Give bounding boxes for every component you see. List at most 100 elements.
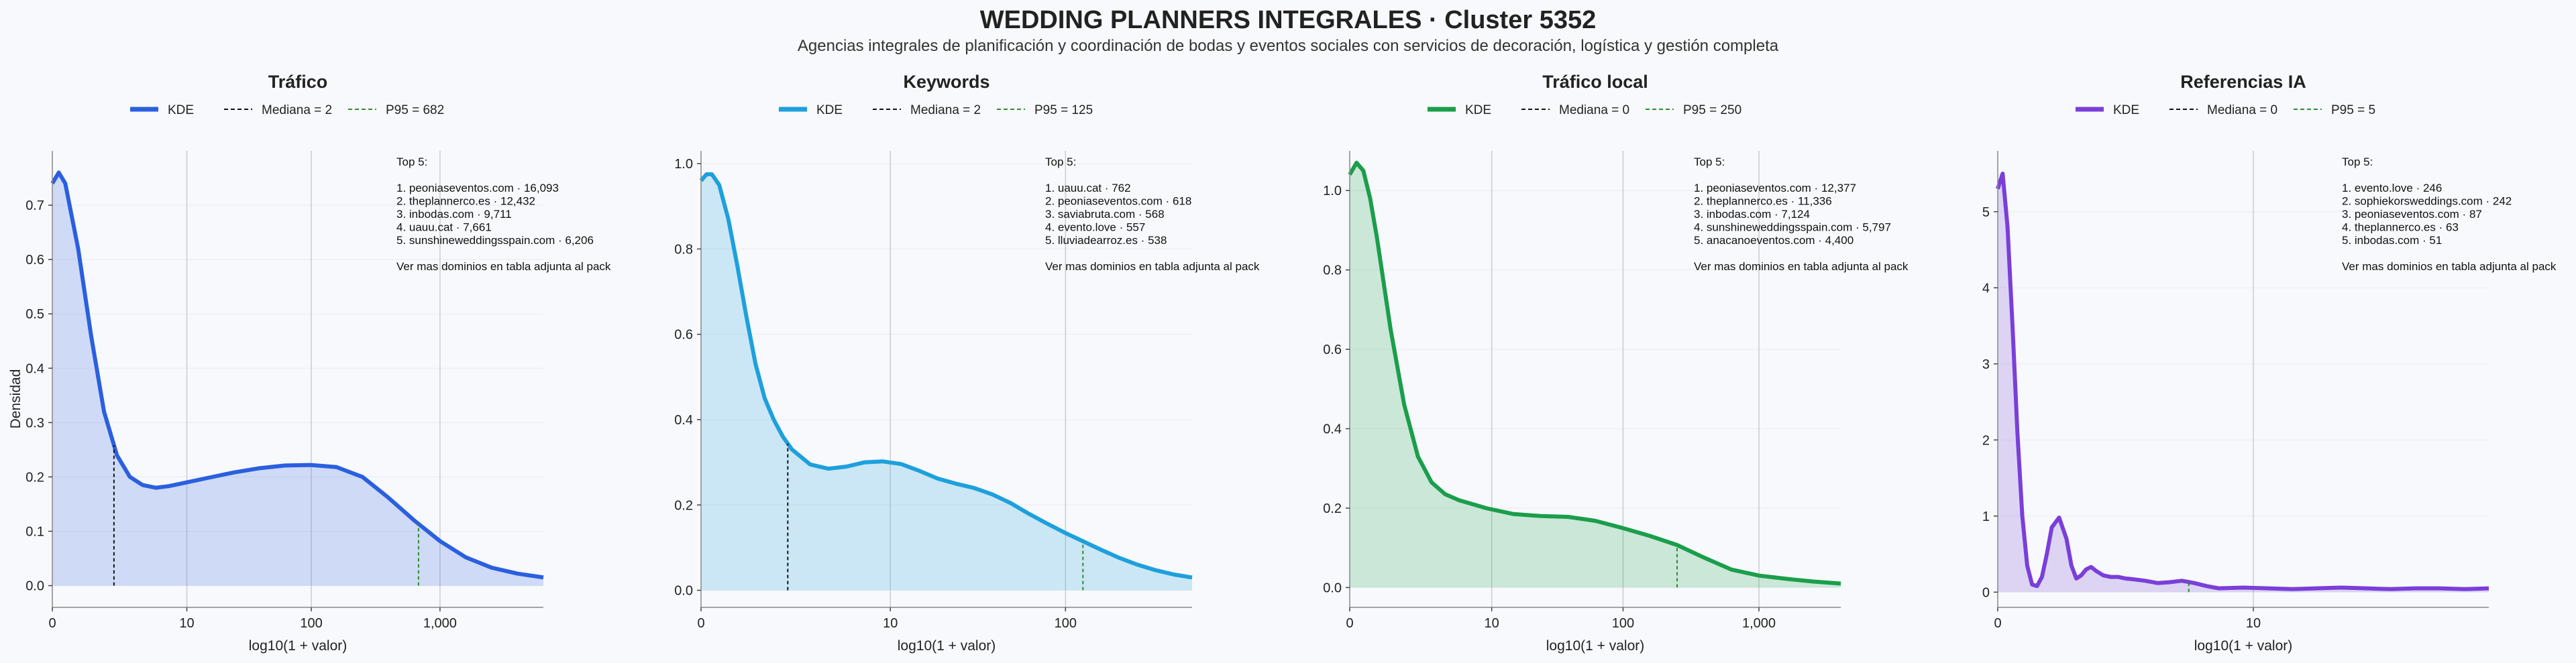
x-tick-label: 10 — [2246, 616, 2261, 631]
top5-line: Ver mas dominios en tabla adjunta al pac… — [396, 260, 611, 273]
x-tick-label: 0 — [1346, 616, 1353, 631]
legend-median-label: Mediana = 0 — [2207, 103, 2277, 117]
x-tick-label: 100 — [1055, 616, 1077, 631]
y-tick-label: 0.2 — [1323, 501, 1342, 516]
top5-line: Ver mas dominios en tabla adjunta al pac… — [1694, 260, 1909, 273]
y-tick-label: 0.2 — [25, 470, 44, 485]
x-axis-label: log10(1 + valor) — [2194, 638, 2293, 654]
legend-median-label: Mediana = 2 — [910, 103, 981, 117]
y-tick-label: 0.5 — [25, 307, 44, 322]
top5-line: 2. peoniaseventos.com · 618 — [1045, 195, 1191, 208]
legend-median-label: Mediana = 0 — [1559, 103, 1629, 117]
figure-title: WEDDING PLANNERS INTEGRALES · Cluster 53… — [980, 6, 1596, 34]
panel-trafico: Tráfico KDE Mediana = 2 P95 = 682 0.0 0.1 0.2 0… — [25, 72, 611, 654]
legend-p95-label: P95 = 5 — [2331, 103, 2375, 117]
top5-line: Top 5: — [396, 156, 427, 168]
top5-line: Ver mas dominios en tabla adjunta al pac… — [1045, 260, 1260, 273]
legend-p95-label: P95 = 682 — [386, 103, 444, 117]
legend-p95-label: P95 = 125 — [1034, 103, 1093, 117]
kde-line — [1996, 172, 2489, 591]
top5-line: 4. uauu.cat · 7,661 — [396, 221, 492, 234]
x-tick-label: 10 — [1485, 616, 1499, 631]
panel-title: Tráfico — [268, 72, 328, 92]
y-tick-label: 0.4 — [674, 413, 693, 428]
top5-line: Top 5: — [2342, 156, 2373, 168]
y-tick-label: 1 — [1982, 509, 1990, 524]
top5-line: 1. peoniaseventos.com · 16,093 — [396, 182, 559, 194]
top5-line: Ver mas dominios en tabla adjunta al pac… — [2342, 260, 2557, 273]
panels: Tráfico KDE Mediana = 2 P95 = 682 0.0 0.1 0.2 0… — [25, 72, 2557, 654]
x-tick-label: 1,000 — [1742, 616, 1776, 631]
y-tick-label: 0.4 — [25, 361, 44, 376]
x-axis-label: log10(1 + valor) — [1546, 638, 1645, 654]
x-axis-label: log10(1 + valor) — [249, 638, 347, 654]
panel-local: Tráfico local KDE Mediana = 0 P95 = 250 0.0 0… — [1323, 72, 1909, 654]
y-tick-label: 1.0 — [1323, 184, 1342, 198]
y-tick-label: 4 — [1982, 281, 1990, 296]
x-tick-label: 0 — [48, 616, 56, 631]
kde-area — [1350, 162, 1841, 588]
legend-median-label: Mediana = 2 — [262, 103, 332, 117]
x-tick-label: 10 — [883, 616, 898, 631]
top5-line: 1. peoniaseventos.com · 12,377 — [1694, 182, 1856, 194]
top5-line: Top 5: — [1694, 156, 1725, 168]
panel-title: Referencias IA — [2180, 72, 2306, 92]
y-tick-label: 0.0 — [25, 579, 44, 594]
panel-keywords: Keywords KDE Mediana = 2 P95 = 125 0.0 0.2 0.4… — [674, 72, 1260, 654]
top5-line: 2. sophiekorsweddings.com · 242 — [2342, 195, 2512, 208]
panel-referencias-ia: Referencias IA KDE Mediana = 0 P95 = 5 0 1 2 3 4… — [1982, 72, 2557, 654]
top5-line: 1. uauu.cat · 762 — [1045, 182, 1131, 194]
top5-line: 4. theplannerco.es · 63 — [2342, 221, 2459, 234]
x-tick-label: 0 — [697, 616, 704, 631]
top5-line: 3. peoniaseventos.com · 87 — [2342, 208, 2482, 221]
y-tick-label: 1.0 — [674, 157, 693, 172]
y-tick-label: 0.0 — [1323, 581, 1342, 595]
y-tick-label: 2 — [1982, 433, 1990, 448]
top5-line: 5. inbodas.com · 51 — [2342, 234, 2442, 247]
top5-line: 4. sunshineweddingsspain.com · 5,797 — [1694, 221, 1891, 234]
y-tick-label: 0.4 — [1323, 422, 1342, 437]
y-tick-label: 3 — [1982, 357, 1990, 372]
x-axis-label: log10(1 + valor) — [898, 638, 996, 654]
y-axis-label: Densidad — [8, 369, 23, 429]
kde-line — [1348, 160, 1841, 586]
y-tick-label: 0.2 — [674, 498, 693, 513]
y-tick-label: 0.6 — [674, 328, 693, 343]
legend-p95-label: P95 = 250 — [1683, 103, 1741, 117]
y-tick-label: 0.3 — [25, 416, 44, 430]
kde-line — [50, 170, 544, 580]
y-tick-label: 0.6 — [1323, 343, 1342, 357]
top5-line: 3. saviabruta.com · 568 — [1045, 208, 1165, 221]
y-tick-label: 0.0 — [674, 584, 693, 599]
x-tick-label: 0 — [1994, 616, 2001, 631]
top5-line: 4. evento.love · 557 — [1045, 221, 1145, 234]
top5-line: 5. lluviadearroz.es · 538 — [1045, 234, 1167, 247]
panel-title: Keywords — [903, 72, 989, 92]
x-tick-label: 10 — [179, 616, 194, 631]
kde-line — [699, 172, 1193, 580]
legend-kde-label: KDE — [1465, 103, 1491, 117]
top5-line: 3. inbodas.com · 9,711 — [396, 208, 512, 221]
legend-kde-label: KDE — [2113, 103, 2139, 117]
kde-area — [52, 172, 543, 586]
top5-line: 2. theplannerco.es · 11,336 — [1694, 195, 1832, 208]
top5-line: Top 5: — [1045, 156, 1076, 168]
y-tick-label: 0.8 — [1323, 263, 1342, 278]
top5-line: 5. sunshineweddingsspain.com · 6,206 — [396, 234, 594, 247]
y-tick-label: 0.8 — [674, 242, 693, 257]
x-tick-label: 100 — [300, 616, 322, 631]
figure-subtitle: Agencias integrales de planificación y c… — [798, 37, 1779, 55]
kde-area — [701, 174, 1192, 591]
y-tick-label: 5 — [1982, 205, 1990, 220]
top5-line: 1. evento.love · 246 — [2342, 182, 2442, 194]
x-tick-label: 1,000 — [423, 616, 457, 631]
y-tick-label: 0.6 — [25, 253, 44, 267]
top5-line: 2. theplannerco.es · 12,432 — [396, 195, 535, 208]
x-tick-label: 100 — [1612, 616, 1634, 631]
legend-kde-label: KDE — [816, 103, 843, 117]
top5-line: 5. anacanoeventos.com · 4,400 — [1694, 234, 1854, 247]
panel-title: Tráfico local — [1542, 72, 1648, 92]
y-tick-label: 0.7 — [25, 198, 44, 213]
